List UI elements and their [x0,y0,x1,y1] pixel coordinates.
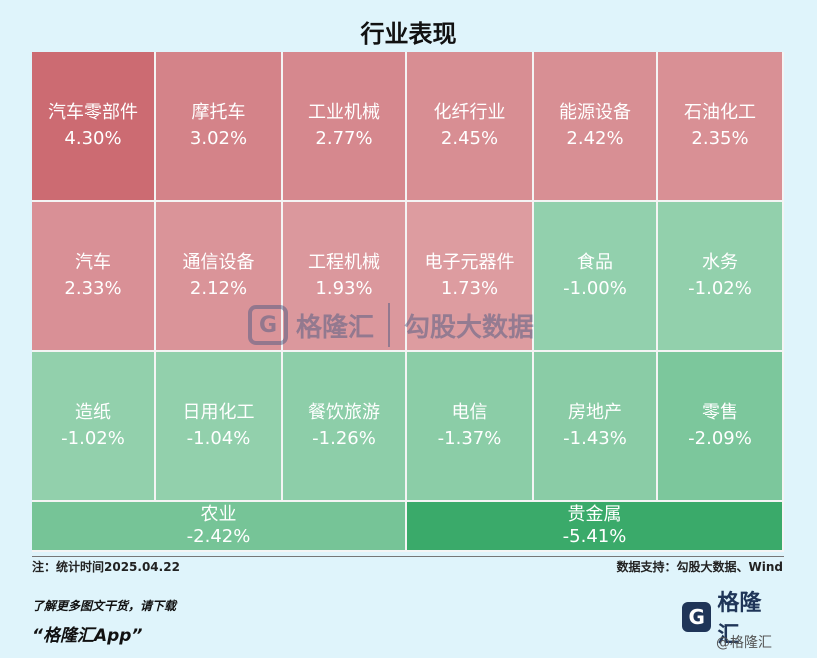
heatmap-cell: 水务 -1.02% [658,202,784,352]
heatmap-cell-value: 2.77% [315,128,373,149]
heatmap-cell-value: 3.02% [189,128,248,149]
heatmap-cell-value: -2.09% [688,428,752,449]
heatmap-cell: 贵金属 -5.41% [407,502,784,552]
heatmap-cell-name: 化纤行业 [433,102,506,123]
heatmap-cell: 房地产 -1.43% [534,352,658,502]
heatmap-cell-value: -5.41% [562,526,627,547]
heatmap-cell-value: -1.04% [186,428,251,449]
heatmap-cell-name: 贵金属 [567,504,622,525]
heatmap-cell: 农业 -2.42% [32,502,407,552]
heatmap-cell-value: 2.12% [189,278,248,299]
brand-logo: G 格隆汇 [682,591,782,648]
heatmap-cell-value: 2.42% [566,128,624,149]
heatmap-cell: 工程机械 1.93% [283,202,407,352]
heatmap-cell-name: 日用化工 [182,402,255,423]
heatmap-cell: 零售 -2.09% [658,352,784,502]
heatmap-cell: 食品 -1.00% [534,202,658,352]
heatmap-cell-value: 4.30% [64,128,122,149]
weibo-tag: @格隆汇 [716,635,772,651]
heatmap-cell: 餐饮旅游 -1.26% [283,352,407,502]
heatmap-cell-name: 石油化工 [684,102,756,123]
heatmap-cell: 汽车 2.33% [32,202,156,352]
heatmap-cell: 通信设备 2.12% [156,202,283,352]
heatmap-cell-name: 零售 [702,402,738,423]
brand-logo-text: 格隆汇 [717,591,762,648]
heatmap-cell-value: 1.93% [315,278,373,299]
heatmap-cell-name: 农业 [200,504,237,525]
heatmap-cell-name: 食品 [577,252,613,273]
brand-logo-icon: G [682,602,712,632]
chart-title: 行业表现 [360,20,457,48]
source-note: 数据支持：勾股大数据、Wind [616,560,783,574]
heatmap-cell-value: -1.26% [312,428,376,449]
heatmap-cell: 工业机械 2.77% [283,52,407,202]
footer-divider [32,556,784,557]
heatmap-cell: 汽车零部件 4.30% [32,52,156,202]
heatmap-cell-value: 1.73% [440,278,499,299]
heatmap-cell: 日用化工 -1.04% [156,352,283,502]
promo-line-2: “格隆汇App” [32,626,143,646]
heatmap-cell-name: 能源设备 [559,102,631,123]
date-note: 注：统计时间2025.04.22 [32,560,180,574]
heatmap-cell-value: -1.02% [688,278,752,299]
heatmap-cell-value: -1.43% [563,428,627,449]
heatmap-cell-name: 工业机械 [308,102,380,123]
heatmap-cell-value: -2.42% [186,526,251,547]
heatmap-cell-value: -1.37% [437,428,502,449]
promo-line-1: 了解更多图文干货，请下载 [32,599,177,613]
heatmap-cell-name: 工程机械 [308,252,380,273]
heatmap-cell-value: -1.00% [563,278,627,299]
heatmap-cell-value: 2.35% [691,128,749,149]
heatmap-cell-value: 2.45% [440,128,499,149]
heatmap-cell: 石油化工 2.35% [658,52,784,202]
heatmap-cell: 造纸 -1.02% [32,352,156,502]
heatmap-cell: 能源设备 2.42% [534,52,658,202]
heatmap-cell-value: 2.33% [64,278,122,299]
heatmap-cell-name: 通信设备 [182,252,255,273]
heatmap-cell: 摩托车 3.02% [156,52,283,202]
heatmap-cell: 电子元器件 1.73% [407,202,534,352]
heatmap-cell-name: 餐饮旅游 [308,402,380,423]
heatmap-cell-name: 汽车 [75,252,111,273]
heatmap-cell: 化纤行业 2.45% [407,52,534,202]
heatmap-cell-value: -1.02% [61,428,125,449]
heatmap-cell-name: 造纸 [75,402,111,423]
heatmap-cell-name: 汽车零部件 [48,102,138,123]
heatmap-cell-name: 电信 [451,402,488,423]
heatmap-cell-name: 房地产 [568,402,622,423]
heatmap-cell-name: 水务 [702,252,738,273]
heatmap-cell: 电信 -1.37% [407,352,534,502]
heatmap-cell-name: 电子元器件 [424,252,515,273]
heatmap-grid: 汽车零部件 4.30% 摩托车 3.02% 工业机械 2.77% 化纤行业 2.45% 能源设备… [32,52,784,552]
heatmap-cell-name: 摩托车 [191,102,246,123]
